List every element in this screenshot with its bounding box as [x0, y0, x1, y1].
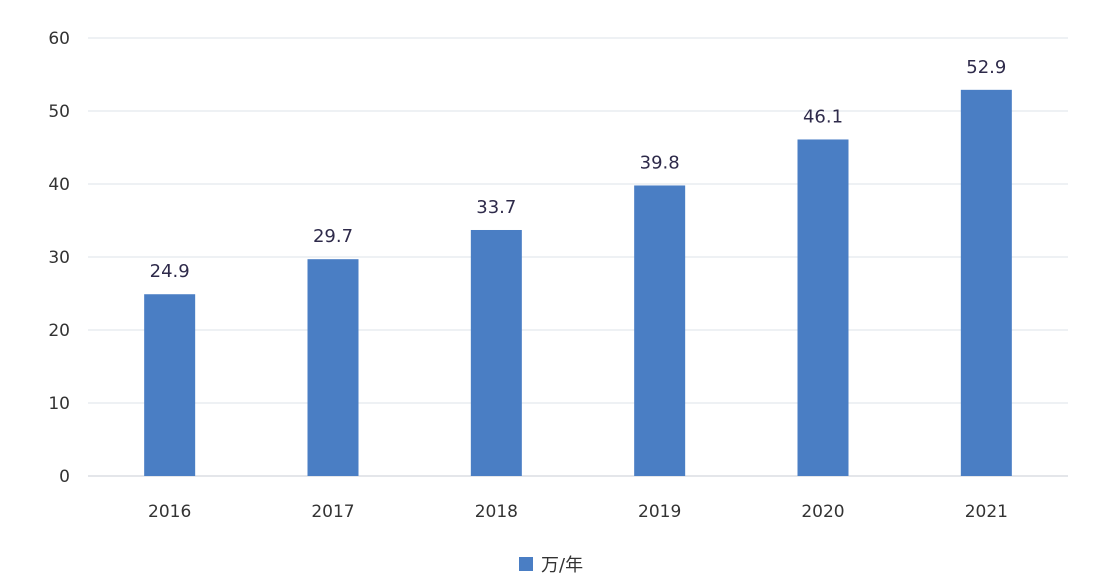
x-tick-label: 2020: [801, 502, 844, 522]
x-tick-label: 2021: [965, 502, 1008, 522]
y-tick-label: 60: [48, 29, 70, 49]
x-tick-label: 2016: [148, 502, 191, 522]
data-label: 46.1: [803, 106, 843, 127]
legend: 万/年: [519, 555, 583, 576]
legend-label: 万/年: [541, 555, 583, 576]
data-label: 24.9: [150, 261, 190, 282]
y-axis-ticks: 0 10 20 30 40 50 60: [48, 29, 70, 487]
y-tick-label: 40: [48, 175, 70, 195]
x-tick-label: 2018: [475, 502, 518, 522]
data-labels: 24.9 29.7 33.7 39.8 46.1 52.9: [150, 57, 1007, 282]
y-tick-label: 10: [48, 394, 70, 414]
bar: [307, 259, 359, 476]
x-tick-label: 2019: [638, 502, 681, 522]
bar: [634, 185, 686, 476]
legend-swatch: [519, 557, 533, 571]
data-label: 39.8: [640, 152, 680, 173]
gridlines: [88, 37, 1068, 477]
y-tick-label: 30: [48, 248, 70, 268]
bars: [144, 89, 1012, 476]
data-label: 33.7: [476, 197, 516, 218]
data-label: 52.9: [966, 57, 1006, 78]
data-label: 29.7: [313, 226, 353, 247]
x-tick-label: 2017: [311, 502, 354, 522]
y-tick-label: 20: [48, 321, 70, 341]
bar: [470, 229, 522, 476]
bar: [144, 294, 196, 476]
y-tick-label: 0: [59, 467, 70, 487]
y-tick-label: 50: [48, 102, 70, 122]
bar: [797, 139, 849, 476]
x-axis-ticks: 2016 2017 2018 2019 2020 2021: [148, 502, 1008, 522]
bar: [960, 89, 1012, 476]
